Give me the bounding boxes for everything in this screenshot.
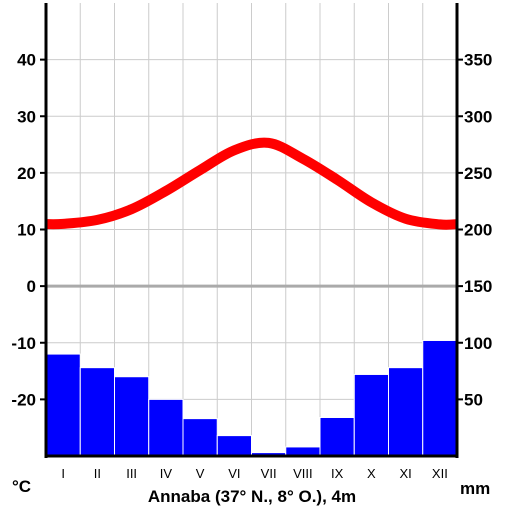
left-tick-label: 30: [17, 107, 36, 126]
right-tick-label: 350: [464, 51, 492, 70]
left-axis-unit: °C: [12, 477, 31, 496]
right-axis-unit: mm: [460, 479, 490, 498]
month-label-IX: IX: [331, 466, 344, 481]
bar-III: [114, 376, 150, 457]
bar-XI: [388, 367, 424, 457]
month-label-II: II: [94, 466, 101, 481]
right-tick-label: 50: [464, 390, 483, 409]
right-tick-label: 100: [464, 334, 492, 353]
left-tick-label: -10: [11, 334, 36, 353]
left-tick-label: 20: [17, 164, 36, 183]
left-tick-label: 0: [27, 277, 36, 296]
left-tick-label: 40: [17, 51, 36, 70]
month-label-VII: VII: [261, 466, 277, 481]
month-label-IV: IV: [160, 466, 173, 481]
right-tick-label: 200: [464, 221, 492, 240]
month-label-XI: XI: [399, 466, 411, 481]
right-tick-label: 300: [464, 107, 492, 126]
bar-IV: [148, 398, 184, 457]
month-label-X: X: [367, 466, 376, 481]
month-label-VI: VI: [228, 466, 240, 481]
month-label-XII: XII: [432, 466, 448, 481]
month-label-VIII: VIII: [293, 466, 313, 481]
bar-X: [353, 373, 389, 457]
bar-IX: [319, 416, 355, 457]
month-label-III: III: [126, 466, 137, 481]
temperature-line: [45, 137, 458, 230]
bar-VI: [216, 435, 252, 457]
bar-II: [79, 367, 115, 457]
left-axis-ticks: 40 30 20 10 0 -10 -20: [11, 51, 46, 409]
right-axis-ticks: 350 300 250 200 150 100 50: [457, 51, 492, 409]
precipitation-bars: [45, 339, 458, 457]
bar-V: [182, 418, 218, 457]
left-tick-label: -20: [11, 390, 36, 409]
right-tick-label: 250: [464, 164, 492, 183]
left-tick-label: 10: [17, 221, 36, 240]
month-label-I: I: [61, 466, 65, 481]
month-labels: I II III IV V VI VII VIII IX X XI XII: [61, 466, 448, 481]
bar-XII: [422, 339, 458, 457]
month-label-V: V: [196, 466, 205, 481]
chart-title: Annaba (37° N., 8° O.), 4m: [148, 487, 356, 506]
bar-I: [45, 353, 81, 457]
right-tick-label: 150: [464, 277, 492, 296]
grid: [46, 3, 457, 456]
